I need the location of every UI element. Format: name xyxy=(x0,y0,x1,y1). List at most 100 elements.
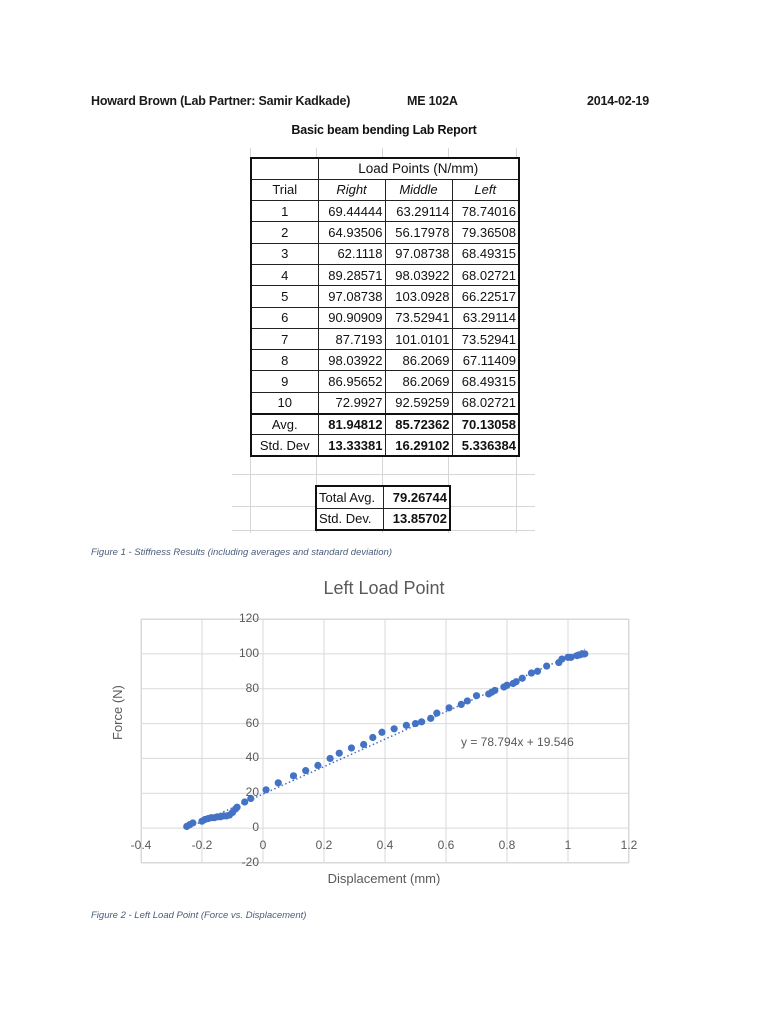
left-cell: 63.29114 xyxy=(451,306,520,329)
table-row: 5 97.08738 103.0928 66.22517 xyxy=(250,285,520,308)
y-tick-label: -20 xyxy=(241,855,259,869)
data-point xyxy=(512,678,520,686)
data-point xyxy=(581,650,589,658)
data-point xyxy=(289,772,298,780)
table-row: 4 89.28571 98.03922 68.02721 xyxy=(250,263,520,287)
std-middle: 16.29102 xyxy=(384,434,453,457)
data-point xyxy=(527,669,536,677)
total-std-value: 13.85702 xyxy=(382,507,451,531)
y-axis-label: Force (N) xyxy=(110,685,125,740)
data-point xyxy=(326,754,334,763)
y-tick-label: 60 xyxy=(245,715,259,730)
table-row: 8 98.03922 86.2069 67.11409 xyxy=(250,349,520,372)
data-point xyxy=(518,674,526,682)
data-point xyxy=(433,709,441,717)
x-tick-label: 0.2 xyxy=(315,838,333,853)
table-row: 7 87.7193 101.0101 73.52941 xyxy=(250,327,520,351)
std-label: Std. Dev xyxy=(250,434,319,457)
left-cell: 66.22517 xyxy=(451,285,520,308)
stiffness-results-table: Load Points (N/mm) Trial Right Middle Le… xyxy=(250,157,520,458)
middle-cell: 73.52941 xyxy=(384,306,453,329)
y-tick-label: 100 xyxy=(238,645,259,660)
y-tick-label: 120 xyxy=(238,611,259,625)
data-point xyxy=(262,786,270,794)
x-tick-label: 1 xyxy=(564,838,572,853)
figure-2-caption: Figure 2 - Left Load Point (Force vs. Di… xyxy=(91,910,307,921)
data-point xyxy=(233,803,241,811)
x-axis-label: Displacement (mm) xyxy=(327,871,441,886)
chart-title: Left Load Point xyxy=(323,578,445,598)
x-tick-label: -0.4 xyxy=(130,838,152,853)
data-point xyxy=(241,798,249,806)
y-tick-label: 20 xyxy=(245,785,259,800)
x-tick-label: 1.2 xyxy=(620,838,638,853)
y-tick-label: 0 xyxy=(252,820,259,835)
data-point xyxy=(274,779,282,787)
table-row: 2 64.93506 56.17978 79.36508 xyxy=(250,221,520,244)
data-point xyxy=(491,686,499,695)
header-author: Howard Brown (Lab Partner: Samir Kadkade… xyxy=(91,94,351,108)
data-point xyxy=(411,719,420,728)
data-point xyxy=(369,733,377,742)
x-tick-label: 0.8 xyxy=(498,838,516,853)
data-point xyxy=(189,819,197,827)
document-title: Basic beam bending Lab Report xyxy=(291,123,477,137)
data-point xyxy=(247,794,255,803)
data-point xyxy=(402,721,410,729)
x-tick-label: 0.4 xyxy=(376,838,394,853)
average-row: Avg. 81.94812 85.72362 70.13058 xyxy=(250,412,520,436)
right-cell: 86.95652 xyxy=(317,370,386,393)
middle-cell: 63.29114 xyxy=(384,200,453,223)
std-right: 13.33381 xyxy=(317,434,386,457)
y-tick-label: 40 xyxy=(245,750,259,765)
avg-right: 81.94812 xyxy=(317,412,386,436)
x-tick-label: -0.2 xyxy=(191,838,213,853)
header-course: ME 102A xyxy=(407,94,458,108)
data-point xyxy=(472,692,481,700)
data-point xyxy=(360,740,368,749)
right-cell: 62.1118 xyxy=(317,242,386,265)
data-point xyxy=(378,728,386,736)
data-point xyxy=(503,681,511,689)
y-tick-label: 80 xyxy=(245,680,259,695)
figure-1-caption: Figure 1 - Stiffness Results (including … xyxy=(91,547,392,558)
data-point xyxy=(533,667,542,675)
data-point xyxy=(463,697,471,705)
left-cell: 79.36508 xyxy=(451,221,520,244)
middle-cell: 98.03922 xyxy=(384,263,453,287)
header-date: 2014-02-19 xyxy=(587,94,649,108)
data-point xyxy=(427,714,435,722)
data-point xyxy=(457,700,465,709)
left-load-point-chart: Left Load Point xyxy=(0,570,768,900)
total-std-label: Std. Dev. xyxy=(315,507,384,531)
table-row: 10 72.9927 92.59259 68.02721 xyxy=(250,391,520,415)
data-point xyxy=(445,704,453,712)
total-avg-value: 79.26744 xyxy=(382,485,451,509)
data-point xyxy=(347,744,356,752)
table-row: 6 90.90909 73.52941 63.29114 xyxy=(250,306,520,329)
x-tick-label: 0 xyxy=(259,838,267,853)
col-header-left: Left xyxy=(451,178,520,202)
left-cell: 68.02721 xyxy=(451,263,520,287)
left-cell: 67.11409 xyxy=(451,349,520,372)
left-cell: 68.02721 xyxy=(451,391,520,415)
data-point xyxy=(314,761,322,770)
data-point xyxy=(302,767,310,775)
right-cell: 69.44444 xyxy=(317,200,386,223)
data-point xyxy=(567,653,575,661)
left-cell: 73.52941 xyxy=(451,327,520,351)
data-point xyxy=(543,662,551,670)
data-point xyxy=(558,655,566,663)
std-left: 5.336384 xyxy=(451,434,520,457)
trendline-equation: y = 78.794x + 19.546 xyxy=(461,735,574,749)
middle-cell: 103.0928 xyxy=(384,285,453,308)
col-header-middle: Middle xyxy=(384,178,453,202)
data-point xyxy=(390,725,398,733)
x-tick-label: 0.6 xyxy=(437,838,455,853)
totals-table: Total Avg. 79.26744 Std. Dev. 13.85702 xyxy=(315,485,451,531)
std-dev-row: Std. Dev 13.33381 16.29102 5.336384 xyxy=(250,434,520,457)
middle-cell: 56.17978 xyxy=(384,221,453,244)
data-point xyxy=(418,718,426,726)
data-point xyxy=(335,749,343,757)
